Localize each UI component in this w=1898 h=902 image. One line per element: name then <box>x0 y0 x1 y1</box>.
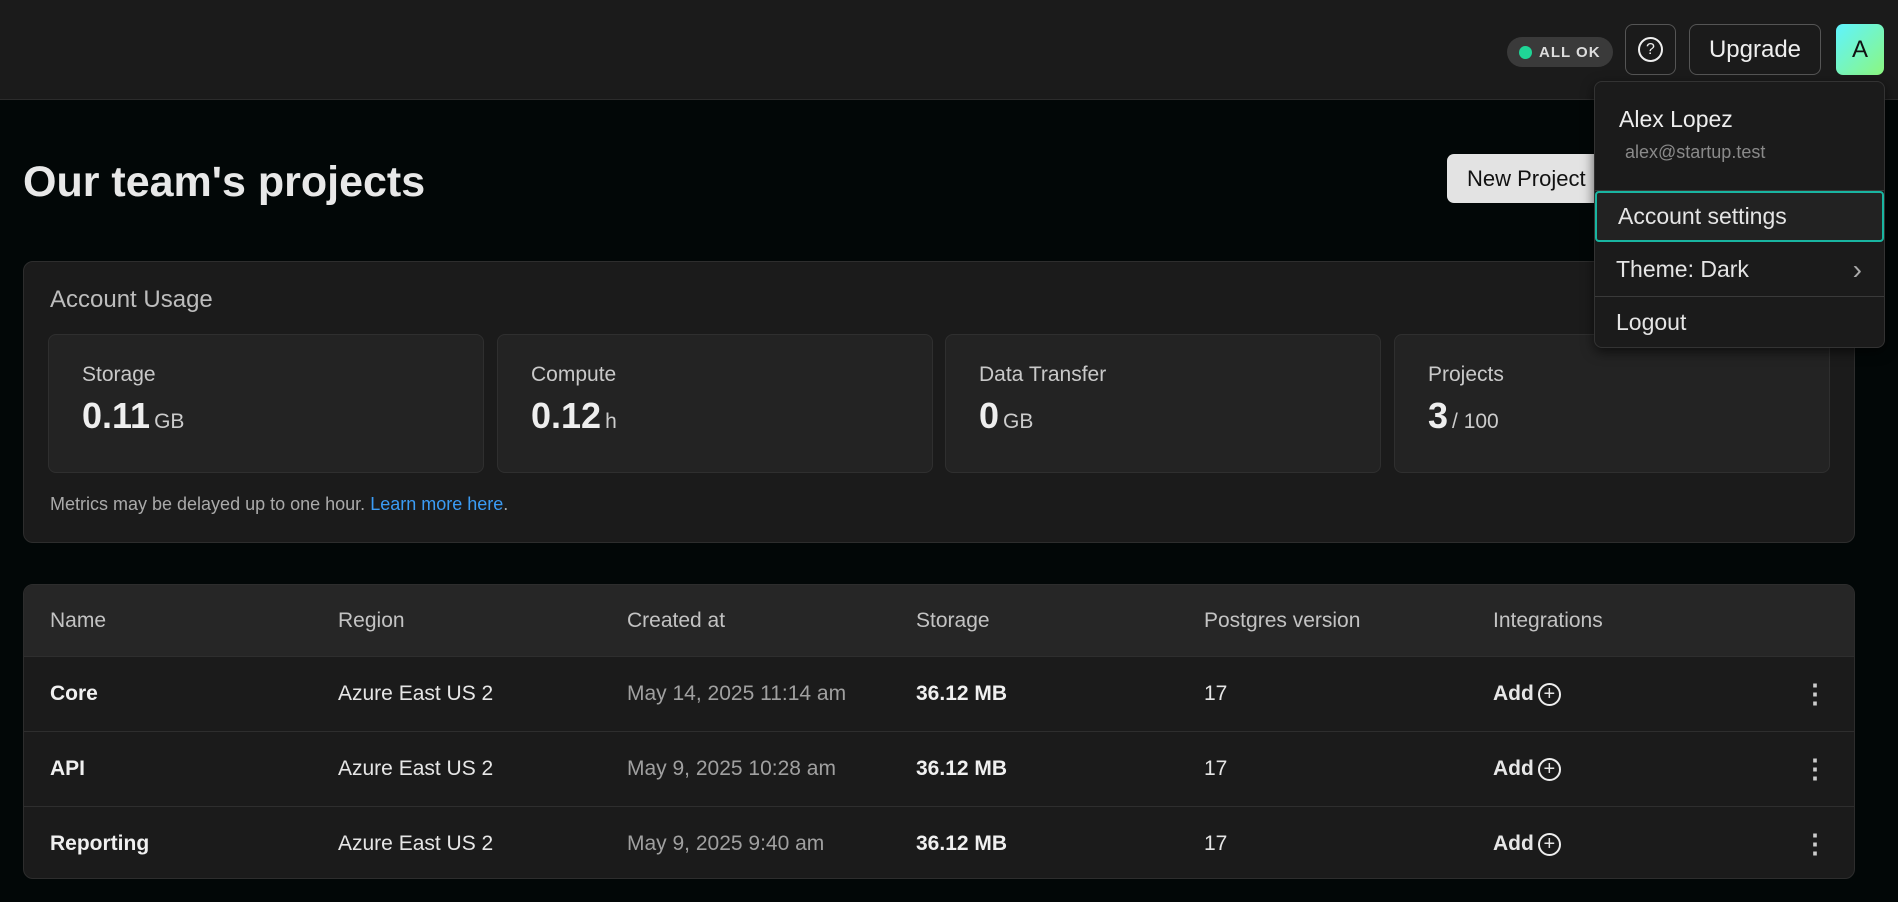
stat-unit: / 100 <box>1452 410 1499 433</box>
upgrade-button[interactable]: Upgrade <box>1689 24 1821 75</box>
user-email: alex@startup.test <box>1625 142 1766 162</box>
project-name[interactable]: Reporting <box>50 832 150 855</box>
stat-label: Storage <box>82 363 156 386</box>
avatar[interactable]: A <box>1836 24 1884 75</box>
add-label: Add <box>1493 832 1534 855</box>
stat-data-transfer: Data Transfer 0 GB <box>945 334 1381 473</box>
usage-title: Account Usage <box>50 286 213 313</box>
menu-item-logout[interactable]: Logout <box>1616 309 1687 335</box>
learn-more-link[interactable]: Learn more here <box>370 494 504 514</box>
plus-circle-icon: + <box>1537 757 1561 781</box>
status-text: ALL OK <box>1539 43 1601 61</box>
stat-storage: Storage 0.11 GB <box>48 334 484 473</box>
page-title: Our team's projects <box>23 158 426 206</box>
metrics-note: Metrics may be delayed up to one hour. L… <box>50 494 509 514</box>
project-created: May 9, 2025 10:28 am <box>627 757 836 780</box>
plus-circle-icon: + <box>1537 682 1561 706</box>
project-created: May 14, 2025 11:14 am <box>627 682 847 705</box>
project-name[interactable]: Core <box>50 682 98 705</box>
project-storage: 36.12 MB <box>916 682 1008 705</box>
stat-value: 3 <box>1428 395 1449 436</box>
project-pg-version: 17 <box>1204 682 1228 705</box>
theme-label: Theme: Dark <box>1616 256 1749 282</box>
plus-circle-icon: + <box>1537 832 1561 856</box>
stat-projects: Projects 3/ 100 <box>1394 334 1830 473</box>
metrics-note-text: Metrics may be delayed up to one hour. <box>50 494 366 514</box>
add-integration-button[interactable]: Add + <box>1493 757 1561 781</box>
question-circle-icon: ? <box>1638 37 1663 62</box>
divider <box>1595 296 1884 297</box>
menu-item-account-settings[interactable]: Account settings <box>1595 191 1884 242</box>
add-integration-button[interactable]: Add + <box>1493 682 1561 706</box>
col-region: Region <box>338 608 405 632</box>
stat-value: 0.12 <box>531 395 602 436</box>
chevron-right-icon: › <box>1852 253 1862 285</box>
stat-label: Compute <box>531 363 617 386</box>
project-pg-version: 17 <box>1204 757 1228 780</box>
project-region: Azure East US 2 <box>338 757 494 780</box>
col-storage: Storage <box>916 608 990 632</box>
stat-value: 0 <box>979 395 1000 436</box>
table-row[interactable]: API Azure East US 2 May 9, 2025 10:28 am… <box>24 731 1854 806</box>
stat-label: Data Transfer <box>979 363 1107 386</box>
col-created: Created at <box>627 608 726 632</box>
project-region: Azure East US 2 <box>338 682 494 705</box>
account-usage-card: Account Usage Storage 0.11 GB Compute 0.12 h… <box>23 261 1855 543</box>
add-label: Add <box>1493 682 1534 705</box>
table-row[interactable]: Reporting Azure East US 2 May 9, 2025 9:… <box>24 806 1854 878</box>
stat-label: Projects <box>1428 363 1504 386</box>
project-created: May 9, 2025 9:40 am <box>627 832 825 855</box>
more-options-icon[interactable]: ⋮ <box>1802 828 1828 859</box>
help-button[interactable]: ? <box>1625 24 1676 75</box>
project-pg-version: 17 <box>1204 832 1228 855</box>
stat-unit: GB <box>154 410 185 433</box>
add-integration-button[interactable]: Add + <box>1493 832 1561 856</box>
top-bar: ALL OK ? Upgrade A <box>0 0 1898 100</box>
account-dropdown-menu: Alex Lopez alex@startup.test Account set… <box>1594 81 1885 348</box>
stat-compute: Compute 0.12 h <box>497 334 933 473</box>
stat-unit: GB <box>1003 410 1034 433</box>
project-storage: 36.12 MB <box>916 757 1008 780</box>
project-storage: 36.12 MB <box>916 832 1008 855</box>
col-name: Name <box>50 608 107 632</box>
col-integrations: Integrations <box>1493 608 1603 632</box>
col-postgres: Postgres version <box>1204 608 1361 632</box>
stat-unit: h <box>605 410 617 433</box>
status-badge[interactable]: ALL OK <box>1507 37 1613 67</box>
stat-value: 0.11 <box>82 395 151 436</box>
project-region: Azure East US 2 <box>338 832 494 855</box>
new-project-button[interactable]: New Project <box>1447 154 1617 203</box>
table-header: Name Region Created at Storage Postgres … <box>24 585 1854 656</box>
menu-item-theme[interactable]: Theme: Dark › <box>1595 244 1884 295</box>
add-label: Add <box>1493 757 1534 780</box>
divider <box>1595 190 1884 191</box>
status-dot-icon <box>1519 45 1532 59</box>
more-options-icon[interactable]: ⋮ <box>1802 678 1828 709</box>
user-name: Alex Lopez <box>1619 106 1733 132</box>
projects-table: Name Region Created at Storage Postgres … <box>23 584 1855 879</box>
table-row[interactable]: Core Azure East US 2 May 14, 2025 11:14 … <box>24 656 1854 731</box>
more-options-icon[interactable]: ⋮ <box>1802 753 1828 784</box>
project-name[interactable]: API <box>50 757 86 780</box>
